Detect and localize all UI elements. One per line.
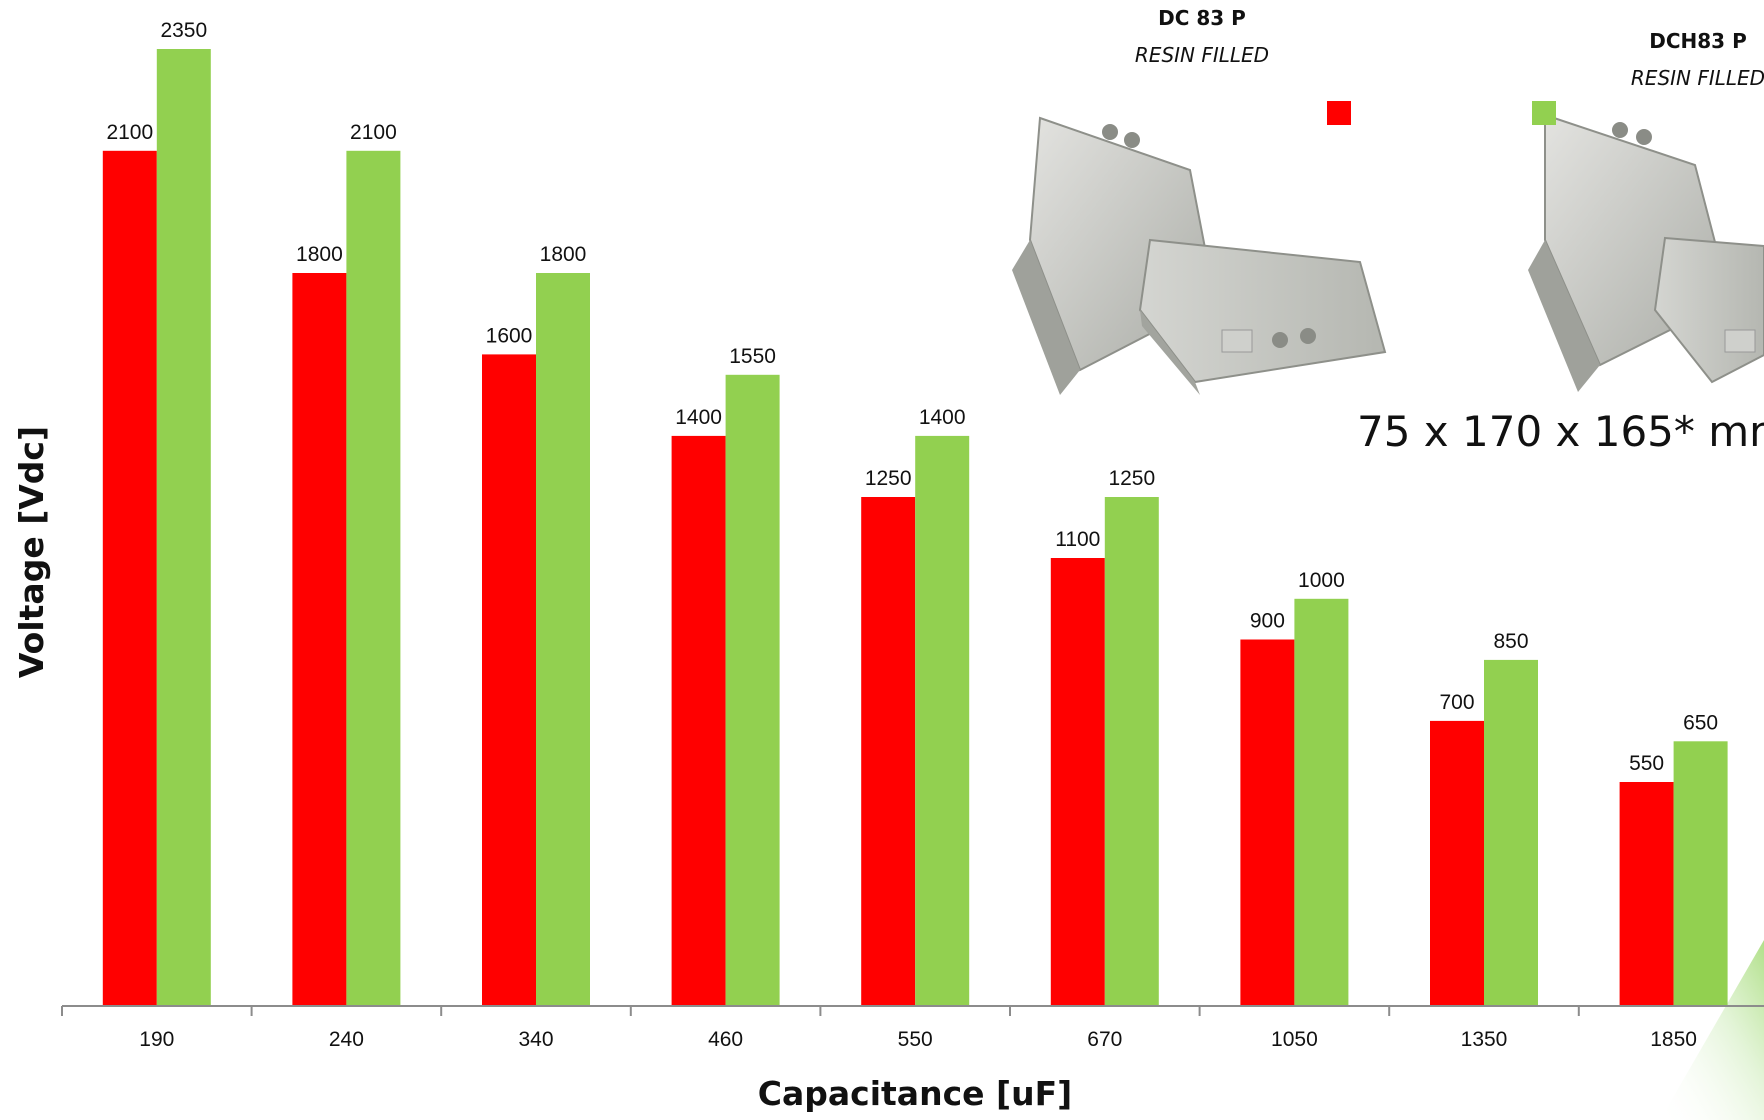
data-label: 1250	[1108, 467, 1155, 490]
data-label: 650	[1683, 711, 1718, 734]
x-tick-label: 1050	[1271, 1028, 1318, 1051]
bar-dch83p-550	[915, 435, 970, 1006]
bar-dch83p-240	[346, 150, 401, 1007]
x-tick-label: 1850	[1650, 1028, 1697, 1051]
capacitor-photo-icon	[1528, 113, 1764, 392]
bar-dc83p-670	[1050, 558, 1105, 1006]
bars	[102, 49, 1728, 1007]
data-label: 1600	[486, 324, 533, 347]
legend-swatch	[1532, 101, 1556, 125]
legend-swatch	[1327, 101, 1351, 125]
data-label: 2100	[350, 121, 397, 144]
data-labels: 2100 2350 1800 2100 1600 1800 1400 1550 1250 1400…	[106, 19, 1718, 775]
x-tick-label: 460	[708, 1028, 743, 1051]
corner-decoration	[1660, 940, 1764, 1120]
x-tick-label: 1350	[1461, 1028, 1508, 1051]
bar-dc83p-1850	[1619, 782, 1674, 1006]
bar-dch83p-1850	[1673, 741, 1728, 1006]
x-tick-label: 550	[898, 1028, 933, 1051]
bar-dch83p-460	[725, 374, 780, 1006]
data-label: 1550	[729, 345, 776, 368]
bar-dch83p-190	[156, 49, 211, 1006]
dimensions-label: 75 x 170 x 165* mm	[1357, 407, 1764, 456]
capacitor-photo-icon	[1012, 116, 1387, 395]
product-photo-dch83p	[1528, 113, 1764, 392]
bar-dc83p-240	[292, 273, 347, 1006]
legend-item-dc83p: DC 83 P RESIN FILLED	[1135, 6, 1351, 125]
bar-dc83p-340	[482, 354, 536, 1006]
data-label: 1100	[1055, 528, 1100, 551]
bar-dch83p-1350	[1484, 659, 1538, 1006]
data-label: 1000	[1298, 569, 1345, 592]
bar-dch83p-670	[1104, 497, 1159, 1006]
legend: DC 83 P RESIN FILLED DCH83 P RESIN FILLE…	[1135, 6, 1764, 125]
x-axis-title: Capacitance [uF]	[758, 1074, 1072, 1113]
data-label: 2100	[106, 121, 153, 144]
legend-subtitle: RESIN FILLED	[1631, 66, 1764, 90]
data-label: 700	[1439, 691, 1474, 714]
product-photo-dc83p	[1012, 116, 1387, 395]
legend-name: DCH83 P	[1649, 29, 1746, 53]
bar-dc83p-460	[671, 435, 726, 1006]
legend-subtitle: RESIN FILLED	[1135, 43, 1269, 67]
bar-dc83p-550	[861, 497, 916, 1006]
x-tick-label: 670	[1087, 1028, 1122, 1051]
x-axis: 190 240 340 460 550 670 1050 1350 1850	[61, 1005, 1764, 1051]
data-label: 850	[1493, 630, 1528, 653]
bar-dc83p-1050	[1240, 639, 1295, 1006]
bar-dch83p-1050	[1294, 598, 1349, 1006]
data-label: 1250	[865, 467, 912, 490]
bar-dc83p-190	[102, 150, 157, 1007]
data-label: 2350	[160, 19, 207, 42]
x-tick-label: 190	[139, 1028, 174, 1051]
legend-item-dch83p: DCH83 P RESIN FILLED	[1532, 29, 1764, 125]
data-label: 1400	[675, 406, 722, 429]
data-label: 550	[1629, 752, 1664, 775]
data-label: 1400	[919, 406, 966, 429]
bar-dch83p-340	[536, 273, 590, 1006]
x-tick-label: 340	[518, 1028, 553, 1051]
data-label: 1800	[296, 243, 343, 266]
bar-dc83p-1350	[1430, 720, 1484, 1006]
y-axis-title: Voltage [Vdc]	[12, 426, 51, 678]
legend-name: DC 83 P	[1158, 6, 1246, 30]
x-tick-label: 240	[329, 1028, 364, 1051]
data-label: 900	[1250, 610, 1285, 633]
data-label: 1800	[540, 243, 587, 266]
